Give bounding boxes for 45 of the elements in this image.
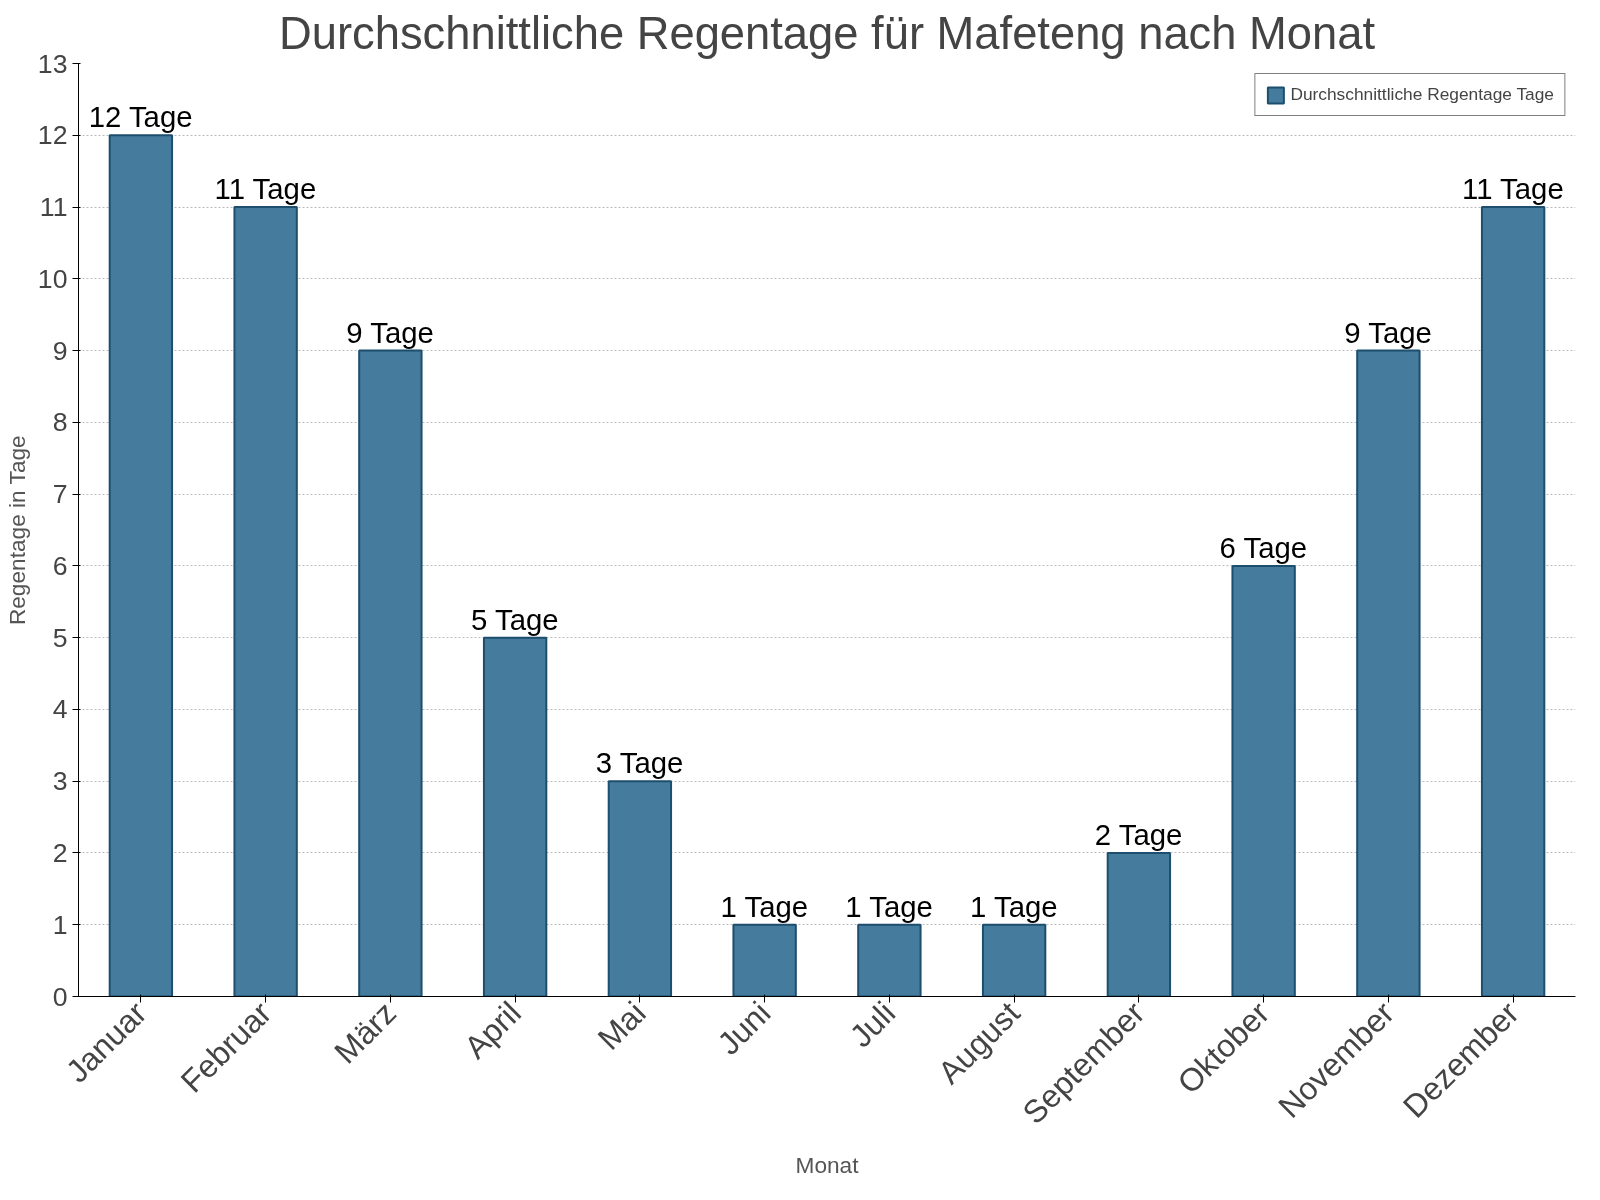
- chart-title: Durchschnittliche Regentage für Mafeteng nach Monat: [278, 7, 1376, 59]
- x-tick-label: Juni: [710, 994, 778, 1062]
- data-label: 6 Tage: [1219, 530, 1308, 564]
- y-tick-label: 10: [37, 263, 68, 294]
- bar: [482, 636, 548, 997]
- y-tick-label: 9: [52, 335, 68, 366]
- y-tick-label: 0: [52, 981, 68, 1012]
- data-label: 9 Tage: [1344, 315, 1432, 349]
- y-tick-label: 2: [52, 837, 68, 868]
- data-label: 1 Tage: [845, 889, 933, 923]
- y-tick-label: 12: [37, 120, 68, 151]
- bar: [1356, 349, 1421, 997]
- data-label: 2 Tage: [1094, 817, 1183, 851]
- data-label: 11 Tage: [1462, 172, 1564, 206]
- data-label: 1 Tage: [970, 889, 1058, 923]
- x-tick-label: Juli: [842, 994, 903, 1055]
- data-label: 9 Tage: [346, 315, 434, 349]
- y-tick-label: 6: [52, 550, 68, 581]
- data-label: 5 Tage: [471, 602, 559, 636]
- bar: [607, 780, 673, 997]
- y-tick-label: 1: [52, 909, 68, 940]
- bar: [981, 923, 1047, 997]
- bar: [358, 349, 423, 997]
- y-tick-label: 13: [37, 48, 68, 79]
- bar: [732, 923, 797, 997]
- y-tick-label: 4: [52, 694, 68, 725]
- bar: [1231, 564, 1296, 997]
- x-axis-title: Monat: [795, 1151, 860, 1178]
- y-tick-label: 5: [52, 622, 68, 653]
- y-axis-title: Regentage in Tage: [3, 435, 30, 626]
- y-tick-label: 3: [52, 766, 68, 797]
- data-label: 3 Tage: [595, 746, 684, 780]
- bar: [1106, 851, 1172, 997]
- y-tick-label: 8: [52, 407, 68, 438]
- x-tick-label: Mai: [590, 994, 653, 1057]
- bar: [1480, 206, 1546, 997]
- bar: [857, 923, 922, 997]
- y-tick-label: 7: [52, 479, 68, 510]
- y-tick-label: 11: [39, 192, 68, 223]
- data-label: 11 Tage: [214, 172, 317, 206]
- legend-label: Durchschnittliche Regentage Tage: [1290, 84, 1554, 105]
- bar: [108, 134, 174, 997]
- bar: [233, 206, 298, 997]
- data-label: 1 Tage: [720, 889, 809, 923]
- data-label: 12 Tage: [88, 100, 193, 134]
